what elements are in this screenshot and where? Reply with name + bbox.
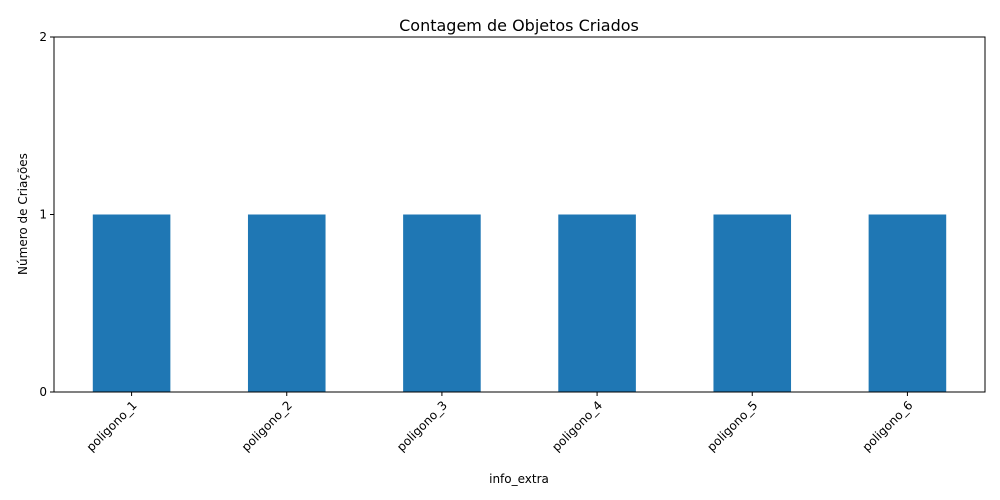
y-axis-ticks: 0 1 2 [39, 30, 54, 399]
bars-group [92, 214, 947, 392]
x-tick-label: poligono_4 [549, 398, 605, 454]
y-axis-label: Número de Criações [16, 153, 30, 275]
bar-poligono_4 [558, 214, 636, 392]
bar-poligono_3 [403, 214, 481, 392]
chart-title: Contagem de Objetos Criados [399, 16, 639, 35]
x-tick-label: poligono_6 [860, 398, 916, 454]
bar-poligono_2 [247, 214, 326, 392]
x-axis-label: info_extra [489, 472, 549, 486]
y-tick-label: 0 [39, 385, 47, 399]
x-axis-ticks: poligono_1 poligono_2 poligono_3 poligono_4… [84, 392, 916, 454]
x-tick-label: poligono_3 [394, 398, 450, 454]
y-tick-label: 2 [39, 30, 47, 44]
x-tick-label: poligono_1 [84, 398, 140, 454]
x-tick-label: poligono_2 [239, 398, 295, 454]
plot-frame [53, 36, 986, 393]
y-tick-label: 1 [39, 208, 47, 222]
bar-poligono_5 [713, 214, 792, 392]
bar-poligono_1 [92, 214, 171, 392]
x-tick-label: poligono_5 [704, 398, 760, 454]
bar-poligono_6 [868, 214, 947, 392]
